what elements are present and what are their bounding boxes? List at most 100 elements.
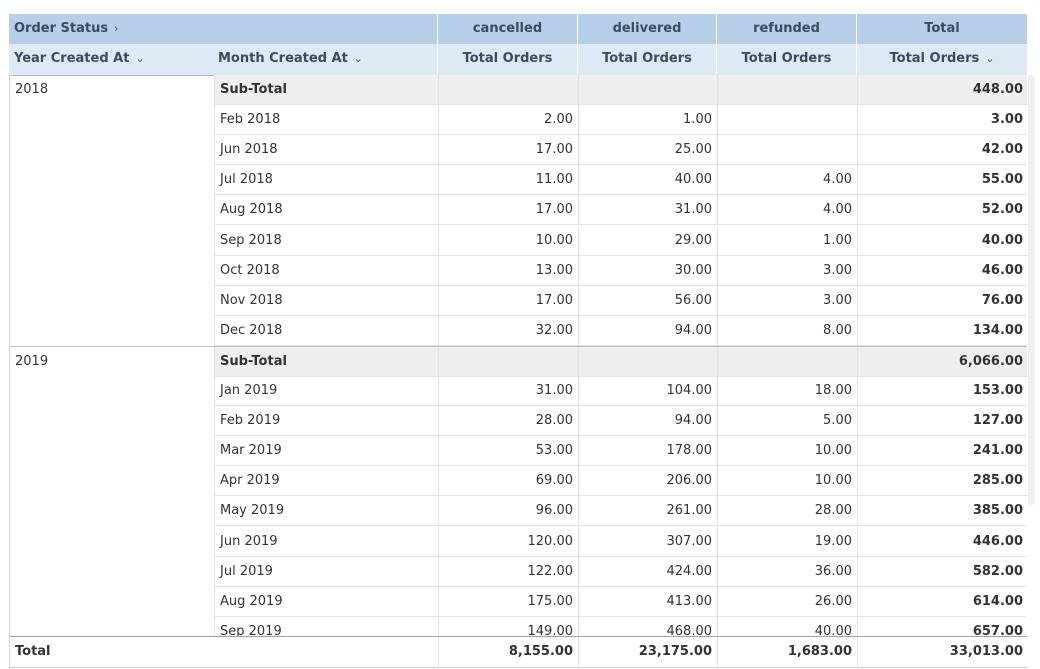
refunded-cell: 4.00 bbox=[717, 165, 857, 196]
measure-header[interactable]: Total Orders bbox=[577, 44, 716, 74]
table-row: Nov 2018 17.00 56.00 3.00 76.00 bbox=[10, 285, 1027, 316]
refunded-cell: 28.00 bbox=[717, 496, 857, 527]
month-cell: Jul 2019 bbox=[214, 556, 438, 587]
year-cell: 2019 bbox=[15, 353, 49, 369]
table-row: Jul 2019 122.00 424.00 36.00 582.00 bbox=[10, 556, 1027, 587]
refunded-cell: 19.00 bbox=[717, 526, 857, 557]
year-cell-empty bbox=[10, 527, 214, 557]
cancelled-cell: 13.00 bbox=[438, 255, 578, 286]
vertical-scrollbar[interactable] bbox=[1028, 75, 1035, 505]
total-cell: 446.00 bbox=[857, 526, 1027, 557]
table-row: Jan 2019 31.00 104.00 18.00 153.00 bbox=[10, 376, 1027, 406]
month-cell: Jul 2018 bbox=[214, 165, 438, 196]
delivered-cell: 178.00 bbox=[578, 436, 717, 467]
total-cell: 582.00 bbox=[857, 556, 1027, 587]
measure-header[interactable]: Total Orders bbox=[437, 44, 577, 74]
column-header-row: Order Status › cancelled delivered refund… bbox=[9, 14, 1027, 44]
total-cell: 3.00 bbox=[857, 105, 1027, 136]
delivered-cell: 94.00 bbox=[578, 315, 717, 346]
row-header-month-label: Month Created At bbox=[218, 51, 348, 66]
total-cell: 46.00 bbox=[857, 255, 1027, 286]
refunded-cell: 18.00 bbox=[717, 376, 857, 406]
subtotal-cancelled bbox=[438, 75, 578, 105]
month-cell: Jun 2018 bbox=[214, 135, 438, 166]
cancelled-cell: 11.00 bbox=[438, 165, 578, 196]
month-cell: Oct 2018 bbox=[214, 255, 438, 286]
year-cell-empty bbox=[10, 195, 214, 225]
delivered-cell: 25.00 bbox=[578, 135, 717, 166]
grand-total-delivered: 23,175.00 bbox=[578, 637, 717, 668]
total-cell: 55.00 bbox=[857, 165, 1027, 196]
table-row: Jun 2019 120.00 307.00 19.00 446.00 bbox=[10, 526, 1027, 557]
year-cell-empty bbox=[10, 617, 214, 636]
delivered-cell: 413.00 bbox=[578, 586, 717, 617]
grand-total-label: Total bbox=[15, 644, 51, 659]
refunded-cell: 8.00 bbox=[717, 315, 857, 346]
subtotal-total: 448.00 bbox=[857, 75, 1027, 105]
table-row: Sep 2018 10.00 29.00 1.00 40.00 bbox=[10, 225, 1027, 256]
year-cell-empty bbox=[10, 406, 214, 436]
pivot-table: Order Status › cancelled delivered refund… bbox=[9, 14, 1027, 668]
chevron-down-icon[interactable]: ⌄ bbox=[135, 52, 145, 65]
total-cell: 657.00 bbox=[857, 616, 1027, 636]
column-header-delivered[interactable]: delivered bbox=[577, 14, 716, 44]
subtotal-refunded bbox=[717, 346, 857, 377]
total-cell: 76.00 bbox=[857, 285, 1027, 316]
year-cell-empty bbox=[10, 376, 214, 406]
table-body[interactable]: 2018 Sub-Total 448.00 Feb 2018 2.00 1.00 3.00 J… bbox=[9, 75, 1027, 636]
grand-total-row: Total 8,155.00 23,175.00 1,683.00 33,013… bbox=[9, 636, 1027, 668]
total-cell: 40.00 bbox=[857, 225, 1027, 256]
year-cell-empty bbox=[10, 557, 214, 587]
column-header-refunded[interactable]: refunded bbox=[716, 14, 856, 44]
subtotal-delivered bbox=[578, 75, 717, 105]
table-row: Feb 2019 28.00 94.00 5.00 127.00 bbox=[10, 406, 1027, 437]
month-cell: Aug 2019 bbox=[214, 586, 438, 617]
refunded-cell bbox=[717, 105, 857, 136]
month-cell: Jun 2019 bbox=[214, 526, 438, 557]
chevron-down-icon[interactable]: ⌄ bbox=[985, 52, 995, 65]
delivered-cell: 31.00 bbox=[578, 195, 717, 226]
total-cell: 153.00 bbox=[857, 376, 1027, 406]
cancelled-cell: 69.00 bbox=[438, 466, 578, 497]
month-cell: Mar 2019 bbox=[214, 436, 438, 467]
measure-header[interactable]: Total Orders bbox=[716, 44, 856, 74]
month-cell: Sep 2019 bbox=[214, 616, 438, 636]
subtotal-cancelled bbox=[438, 346, 578, 377]
year-cell-empty bbox=[10, 286, 214, 316]
cancelled-cell: 32.00 bbox=[438, 315, 578, 346]
refunded-cell: 3.00 bbox=[717, 255, 857, 286]
chevron-right-icon[interactable]: › bbox=[114, 22, 119, 35]
cancelled-cell: 53.00 bbox=[438, 436, 578, 467]
row-header-month[interactable]: Month Created At ⌄ bbox=[213, 44, 437, 74]
table-row: Oct 2018 13.00 30.00 3.00 46.00 bbox=[10, 255, 1027, 286]
total-cell: 127.00 bbox=[857, 406, 1027, 437]
measure-header-total[interactable]: Total Orders ⌄ bbox=[856, 44, 1027, 74]
subtotal-total: 6,066.00 bbox=[857, 346, 1027, 377]
pivot-column-field[interactable]: Order Status › bbox=[9, 14, 437, 44]
year-cell-empty bbox=[10, 165, 214, 195]
row-header-year[interactable]: Year Created At ⌄ bbox=[9, 44, 213, 74]
measure-header-row: Year Created At ⌄ Month Created At ⌄ Total… bbox=[9, 44, 1027, 76]
table-row: Mar 2019 53.00 178.00 10.00 241.00 bbox=[10, 436, 1027, 467]
table-row: Apr 2019 69.00 206.00 10.00 285.00 bbox=[10, 466, 1027, 497]
table-row: May 2019 96.00 261.00 28.00 385.00 bbox=[10, 496, 1027, 527]
refunded-cell bbox=[717, 135, 857, 166]
table-row: Sep 2019 149.00 468.00 40.00 657.00 bbox=[10, 616, 1027, 636]
cancelled-cell: 122.00 bbox=[438, 556, 578, 587]
table-row: Jun 2018 17.00 25.00 42.00 bbox=[10, 135, 1027, 166]
total-cell: 52.00 bbox=[857, 195, 1027, 226]
delivered-cell: 30.00 bbox=[578, 255, 717, 286]
delivered-cell: 29.00 bbox=[578, 225, 717, 256]
year-cell-empty bbox=[10, 496, 214, 526]
column-header-cancelled[interactable]: cancelled bbox=[437, 14, 577, 44]
subtotal-delivered bbox=[578, 346, 717, 377]
month-cell: May 2019 bbox=[214, 496, 438, 527]
subtotal-label: Sub-Total bbox=[214, 346, 438, 377]
year-cell: 2018 bbox=[15, 82, 49, 97]
column-header-total[interactable]: Total bbox=[856, 14, 1027, 44]
refunded-cell: 4.00 bbox=[717, 195, 857, 226]
chevron-down-icon[interactable]: ⌄ bbox=[353, 52, 364, 65]
year-cell-empty bbox=[10, 587, 214, 617]
refunded-cell: 10.00 bbox=[717, 466, 857, 497]
total-cell: 241.00 bbox=[857, 436, 1027, 467]
